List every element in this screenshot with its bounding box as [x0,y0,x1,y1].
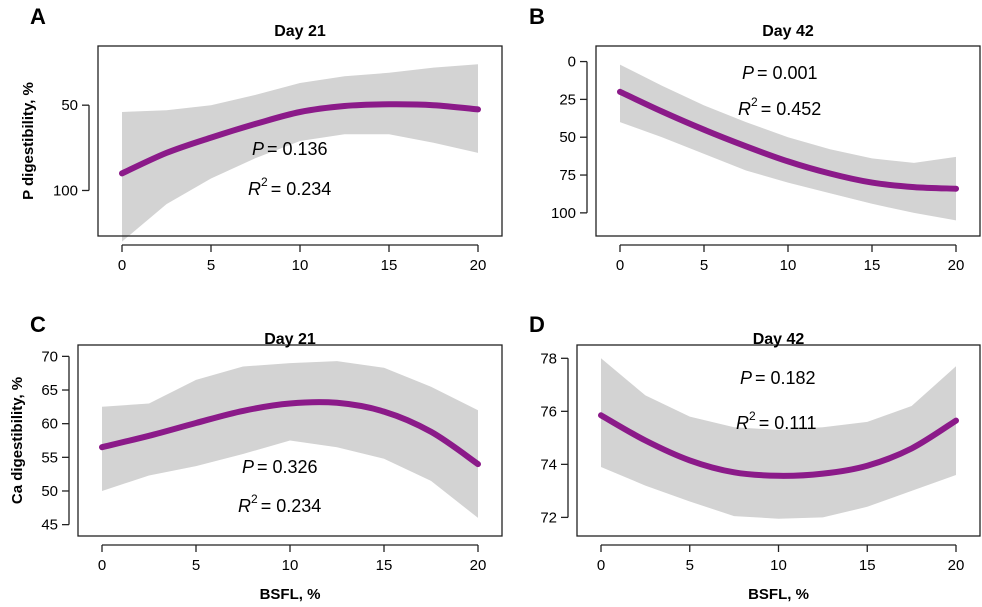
r2-superscript: 2 [751,95,758,109]
y-tick-label: 0 [568,54,576,71]
r2-value: = 0.111 [759,413,817,433]
y-tick-label: 78 [540,350,557,367]
x-axis-title: BSFL, % [748,586,809,603]
p-symbol: P [252,139,264,159]
x-tick-label: 20 [948,257,965,274]
r2-annotation: R2 = 0.111 [736,409,817,433]
p-value: = 0.001 [757,63,818,83]
r2-value: = 0.234 [261,496,322,516]
x-tick-label: 20 [470,257,487,274]
panel-letter: A [30,4,46,29]
panel-b: 0 5 10 15 20 0 25 50 75 100 B Day 42 P = 0.001 R2 = 0.4… [529,4,981,274]
p-value: = 0.326 [257,457,318,477]
p-value-annotation: P = 0.136 [252,139,328,159]
y-tick-label: 70 [41,348,58,365]
y-tick-label: 55 [41,449,58,466]
r2-superscript: 2 [251,492,258,506]
y-tick-label: 25 [559,91,576,108]
p-value-annotation: P = 0.326 [242,457,318,477]
plot-frame [576,344,981,537]
x-tick-label: 20 [470,557,487,574]
x-tick-label: 15 [376,557,393,574]
panel-title: Day 21 [274,23,326,40]
r2-value: = 0.234 [271,179,332,199]
x-tick-label: 15 [381,257,398,274]
plot-frame [97,45,503,237]
r2-superscript: 2 [261,175,268,189]
panel-letter: C [30,312,46,337]
panel-title: Day 42 [762,23,814,40]
panel-letter: B [529,4,545,29]
confidence-band [102,361,478,518]
y-tick-label: 50 [559,129,576,146]
confidence-band [620,64,956,221]
x-tick-label: 0 [98,557,106,574]
x-tick-label: 5 [207,257,215,274]
y-tick-label: 60 [41,416,58,433]
confidence-band [601,358,956,519]
r-symbol: R [238,496,251,516]
x-tick-label: 20 [948,557,965,574]
x-tick-label: 10 [770,557,787,574]
p-value: = 0.136 [267,139,328,159]
fit-curve [119,101,481,177]
y-tick-label: 75 [559,167,576,184]
y-tick-label: 45 [41,517,58,534]
y-tick-label: 100 [551,205,576,222]
x-tick-label: 5 [686,557,694,574]
x-tick-label: 15 [859,557,876,574]
p-symbol: P [742,63,754,83]
y-tick-label: 74 [540,456,557,473]
y-tick-label: 50 [41,483,58,500]
fit-curve [617,88,959,192]
panel-title: Day 21 [264,331,316,348]
y-tick-label: 65 [41,382,58,399]
panel-letter: D [529,312,545,337]
panel-c: 0 5 10 15 20 45 50 55 60 65 70 C Day 21 BSFL, % Ca dig… [9,312,503,603]
panel-title: Day 42 [753,331,805,348]
r-symbol: R [248,179,261,199]
x-tick-label: 15 [864,257,881,274]
fit-curve [598,412,959,479]
x-tick-label: 10 [780,257,797,274]
y-tick-label: 72 [540,509,557,526]
x-tick-label: 5 [700,257,708,274]
p-value-annotation: P = 0.182 [740,368,816,388]
r2-value: = 0.452 [761,99,822,119]
p-value: = 0.182 [755,368,816,388]
r-symbol: R [738,99,751,119]
x-tick-label: 0 [616,257,624,274]
y-tick-label: 50 [61,97,78,114]
fit-curve [99,399,481,468]
y-tick-label: 76 [540,403,557,420]
x-axis-title: BSFL, % [260,586,321,603]
x-tick-label: 0 [597,557,605,574]
plot-frame [595,45,981,237]
r2-annotation: R2 = 0.234 [248,175,331,199]
p-value-annotation: P = 0.001 [742,63,818,83]
x-tick-label: 5 [192,557,200,574]
x-tick-label: 10 [282,557,299,574]
plot-frame [77,344,503,537]
panel-d: 0 5 10 15 20 72 74 76 78 D Day 42 BSFL, % P = 0.182 R2… [529,312,981,603]
p-symbol: P [242,457,254,477]
r2-annotation: R2 = 0.452 [738,95,821,119]
r2-superscript: 2 [749,409,756,423]
r2-annotation: R2 = 0.234 [238,492,321,516]
x-tick-label: 0 [118,257,126,274]
p-symbol: P [740,368,752,388]
y-tick-label: 100 [53,182,78,199]
r-symbol: R [736,413,749,433]
confidence-band [122,64,478,242]
y-axis-title: Ca digestibility, % [9,377,26,504]
x-tick-label: 10 [292,257,309,274]
y-axis-title: P digestibility, % [20,82,37,200]
